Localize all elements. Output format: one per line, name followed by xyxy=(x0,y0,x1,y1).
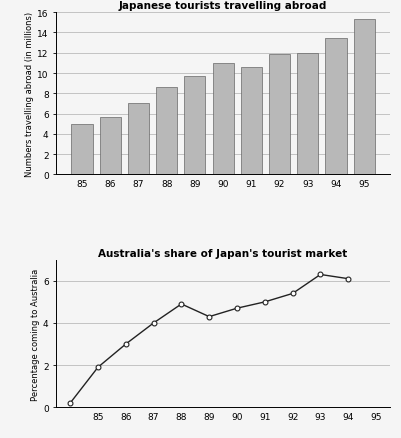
Bar xyxy=(353,20,374,175)
Bar xyxy=(184,77,205,175)
Y-axis label: Percentage coming to Australia: Percentage coming to Australia xyxy=(31,268,40,400)
Bar xyxy=(156,88,177,175)
Bar xyxy=(71,124,92,175)
Bar xyxy=(128,104,149,175)
Bar xyxy=(99,117,121,175)
Bar xyxy=(296,53,318,175)
Bar xyxy=(212,64,233,175)
Title: Japanese tourists travelling abroad: Japanese tourists travelling abroad xyxy=(119,1,326,11)
Title: Australia's share of Japan's tourist market: Australia's share of Japan's tourist mar… xyxy=(98,248,347,258)
Y-axis label: Numbers travelling abroad (in millions): Numbers travelling abroad (in millions) xyxy=(25,12,34,177)
Bar xyxy=(324,39,346,175)
Bar xyxy=(240,68,261,175)
Bar xyxy=(268,55,290,175)
